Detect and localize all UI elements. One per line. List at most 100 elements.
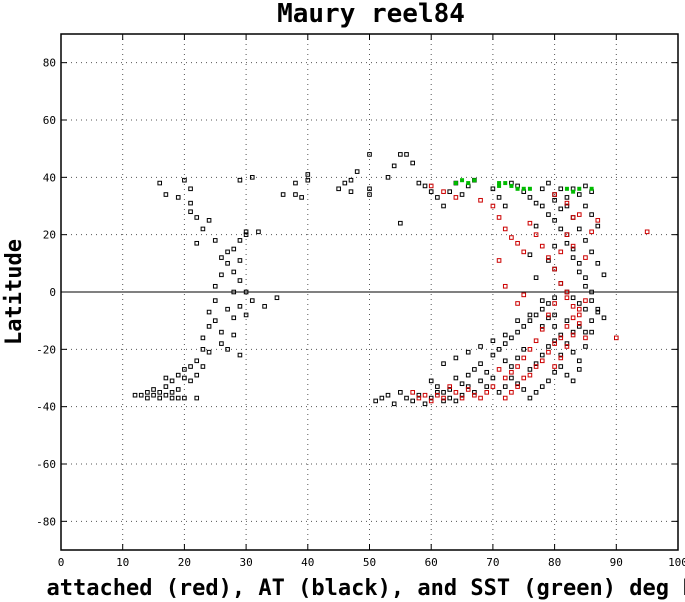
point-at [546,315,551,321]
point-at [293,180,298,186]
point-at [459,381,465,387]
point-at [348,177,354,183]
point-at [583,203,588,209]
point-attached [502,226,508,232]
point-attached [558,335,564,341]
point-at [182,177,187,183]
point-at [435,195,440,200]
point-at [163,375,169,381]
point-at [367,192,372,197]
point-at [225,261,230,266]
point-at [163,392,169,398]
point-at [546,212,551,217]
y-tick-label: 20 [43,229,56,242]
point-at [194,358,200,364]
point-attached [521,292,527,298]
point-at [552,338,557,344]
point-attached [533,338,539,344]
point-at [262,304,267,309]
point-at [521,387,527,392]
point-at [182,367,187,372]
point-at [515,355,520,361]
point-at [237,352,243,358]
point-attached [564,289,570,295]
point-at [385,175,391,180]
point-attached [527,347,533,352]
point-at [552,243,557,249]
point-at [570,295,576,301]
point-attached [539,326,545,332]
point-at [546,378,551,384]
point-attached [422,392,428,398]
point-attached [552,341,557,346]
point-at [225,347,230,352]
point-at [256,229,261,235]
point-attached [515,384,520,389]
point-attached [564,200,570,206]
point-at [478,344,483,349]
point-at [151,387,156,392]
point-attached [521,249,527,255]
point-at [527,367,533,372]
point-at [509,335,514,341]
point-at [564,195,570,200]
point-at [533,312,539,318]
point-at [558,281,564,286]
point-attached [539,358,545,364]
point-at [533,223,539,229]
point-at [515,318,520,323]
point-at [564,203,570,209]
point-attached [583,255,588,260]
point-attached [509,369,514,375]
point-at [138,392,144,398]
x-tick-labels: 0 10 20 30 40 50 60 70 80 90 100 [58,556,685,569]
point-at [175,395,181,401]
point-at [595,309,601,315]
point-at [595,306,601,312]
point-at [243,289,249,295]
point-at [219,329,224,335]
point-at [391,401,397,407]
point-at [570,378,576,384]
x-tick-label: 80 [548,556,561,569]
point-attached [527,220,533,226]
point-attached [576,321,582,326]
point-attached [453,390,459,395]
point-at [558,186,564,192]
point-attached [465,387,471,392]
point-at [219,255,224,260]
point-at [280,192,286,197]
y-tick-label: 0 [49,286,56,299]
point-attached [546,255,551,260]
point-at [583,183,588,189]
point-attached [595,218,601,223]
point-at [194,240,200,246]
point-attached [521,375,527,381]
point-at [576,301,582,306]
point-at [385,392,391,398]
y-tick-label: 40 [43,171,56,184]
point-at [354,169,360,174]
point-at [459,192,465,197]
point-at [188,364,193,369]
point-at [188,186,193,192]
point-at [299,195,304,200]
point-at [237,258,243,263]
point-at [583,344,588,349]
point-at [182,395,187,401]
point-attached [558,281,564,286]
point-at [539,298,545,303]
point-at [502,341,508,346]
y-tick-labels: 80 60 40 20 0 -20 -40 -60 -80 [36,57,56,529]
point-at [546,344,551,349]
point-attached [546,312,551,318]
point-at [564,341,570,346]
point-at [558,364,564,369]
point-sst [577,186,582,191]
point-at [428,378,434,384]
point-at [576,226,582,232]
point-attached [583,298,588,303]
point-at [169,390,175,395]
point-at [539,352,545,358]
point-attached [576,312,582,318]
